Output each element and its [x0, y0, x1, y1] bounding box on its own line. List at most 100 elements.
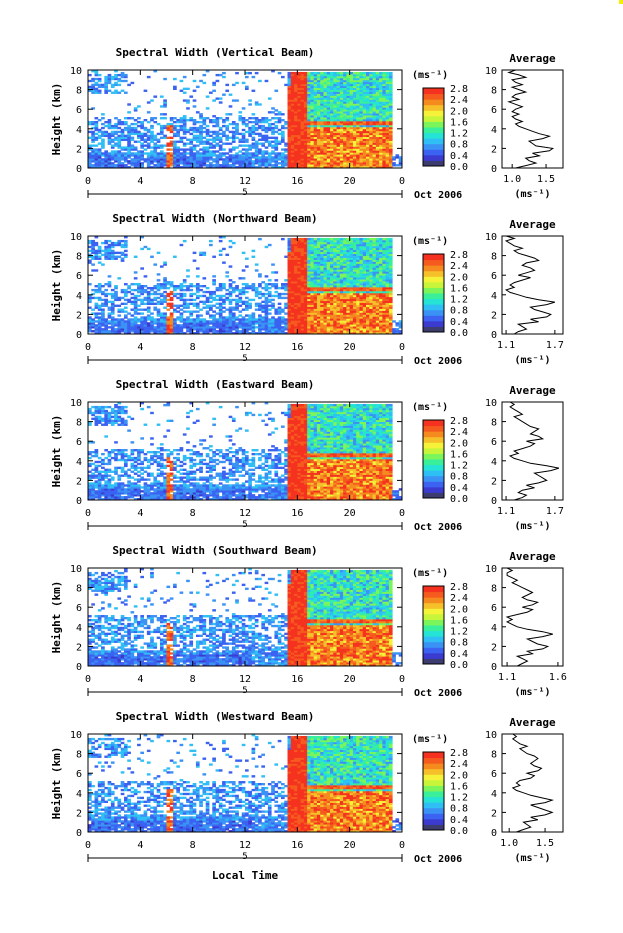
heatmap-cell: [265, 275, 269, 277]
heatmap-cell: [121, 252, 125, 254]
heatmap-cell: [137, 295, 141, 297]
heatmap-cell: [229, 123, 233, 125]
heatmap-cell: [101, 123, 105, 125]
heatmap-cell: [235, 146, 239, 148]
heatmap-cell: [268, 283, 272, 285]
heatmap-cell: [137, 131, 141, 133]
heatmap-cell: [91, 330, 95, 332]
heatmap-cell: [127, 117, 131, 119]
heatmap-cell: [88, 250, 92, 252]
heatmap-cell: [255, 309, 259, 311]
heatmap-cell: [144, 148, 148, 150]
heatmap-cell: [111, 301, 115, 303]
heatmap-cell: [193, 152, 197, 154]
heatmap-cell: [98, 305, 102, 307]
heatmap-cell: [137, 299, 141, 301]
heatmap-cell: [284, 283, 288, 285]
heatmap-cell: [167, 316, 171, 318]
heatmap-cell: [114, 143, 118, 145]
heatmap-cell: [245, 314, 249, 316]
heatmap-cell: [274, 291, 278, 293]
chart-title: Spectral Width (Northward Beam): [112, 212, 317, 225]
heatmap-cell: [242, 301, 246, 303]
x-tick-label: 16: [291, 176, 303, 187]
heatmap-cell: [216, 287, 220, 289]
heatmap-cell: [216, 312, 220, 314]
heatmap-cell: [258, 143, 262, 145]
heatmap-cell: [271, 117, 275, 119]
heatmap-cell: [222, 125, 226, 127]
heatmap-cell: [186, 99, 190, 101]
heatmap-cell: [150, 256, 154, 258]
heatmap-cell: [209, 326, 213, 328]
heatmap-cell: [212, 119, 216, 121]
heatmap-cell: [268, 244, 272, 246]
heatmap-cell: [219, 250, 223, 252]
heatmap-cell: [219, 152, 223, 154]
heatmap-cell: [268, 309, 272, 311]
heatmap-cell: [108, 152, 112, 154]
heatmap-cell: [111, 144, 115, 146]
heatmap-cell: [124, 92, 128, 94]
heatmap-cell: [268, 152, 272, 154]
colorbar-swatch: [423, 88, 444, 94]
heatmap-cell: [127, 84, 131, 86]
heatmap-cell: [193, 293, 197, 295]
heatmap-cell: [189, 289, 193, 291]
heatmap-cell: [324, 238, 328, 240]
heatmap-cell: [134, 271, 138, 273]
heatmap-cell: [314, 238, 318, 240]
heatmap-cell: [95, 303, 99, 305]
heatmap-cell: [183, 293, 187, 295]
heatmap-cell: [209, 92, 213, 94]
heatmap-cell: [196, 283, 200, 285]
heatmap-cell: [252, 250, 256, 252]
heatmap-cell: [212, 297, 216, 299]
heatmap-cell: [265, 246, 269, 248]
heatmap-cell: [242, 283, 246, 285]
heatmap-cell: [199, 318, 203, 320]
colorbar-tick-label: 0.4: [450, 151, 468, 162]
heatmap-cell: [163, 307, 167, 309]
heatmap-cell: [189, 283, 193, 285]
heatmap-cell: [274, 152, 278, 154]
heatmap-cell: [268, 318, 272, 320]
heatmap-cell: [170, 141, 174, 143]
heatmap-cell: [91, 309, 95, 311]
heatmap-cell: [212, 275, 216, 277]
heatmap-cell: [144, 139, 148, 141]
heatmap-cell: [104, 76, 108, 78]
heatmap-cell: [180, 148, 184, 150]
heatmap-cell: [202, 307, 206, 309]
heatmap-cell: [255, 141, 259, 143]
heatmap-cell: [88, 152, 92, 154]
heatmap-cell: [245, 283, 249, 285]
heatmap-cell: [196, 127, 200, 129]
heatmap-cell: [212, 90, 216, 92]
heatmap-cell: [180, 90, 184, 92]
heatmap-cell: [189, 127, 193, 129]
heatmap-cell: [134, 127, 138, 129]
heatmap-cell: [225, 143, 229, 145]
heatmap-cell: [232, 84, 236, 86]
heatmap-cell: [95, 121, 99, 123]
heatmap-cell: [173, 121, 177, 123]
heatmap-cell: [245, 297, 249, 299]
heatmap-cell: [219, 117, 223, 119]
heatmap-cell: [124, 314, 128, 316]
heatmap-cell: [281, 131, 285, 133]
heatmap-cell: [91, 240, 95, 242]
heatmap-cell: [216, 330, 220, 332]
heatmap-cell: [225, 125, 229, 127]
heatmap-cell: [271, 107, 275, 109]
heatmap-cell: [140, 133, 144, 135]
heatmap-cell: [238, 133, 242, 135]
heatmap-cell: [98, 90, 102, 92]
heatmap-cell: [104, 289, 108, 291]
heatmap-cell: [137, 312, 141, 314]
heatmap-cell: [91, 164, 95, 166]
heatmap-cell: [121, 80, 125, 82]
heatmap-cell: [180, 152, 184, 154]
heatmap-cell: [117, 309, 121, 311]
heatmap-cell: [281, 309, 285, 311]
